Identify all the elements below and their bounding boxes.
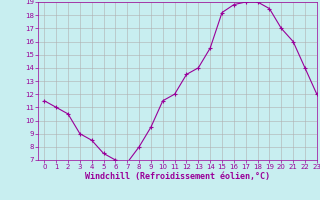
- X-axis label: Windchill (Refroidissement éolien,°C): Windchill (Refroidissement éolien,°C): [85, 172, 270, 181]
